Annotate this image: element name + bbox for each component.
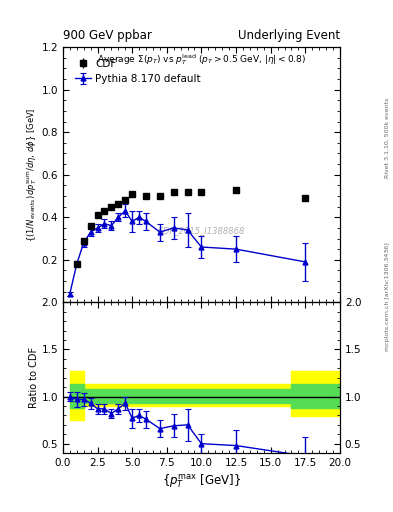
Text: Rivet 3.1.10, 500k events: Rivet 3.1.10, 500k events	[385, 98, 390, 178]
Y-axis label: Ratio to CDF: Ratio to CDF	[29, 347, 39, 408]
Text: 900 GeV ppbar: 900 GeV ppbar	[63, 29, 152, 42]
Text: Underlying Event: Underlying Event	[238, 29, 340, 42]
Y-axis label: $\{(1/N_\mathrm{events})\,dp_T^\mathrm{sum}/d\eta,\,d\phi\}$ [GeV]: $\{(1/N_\mathrm{events})\,dp_T^\mathrm{s…	[25, 108, 39, 242]
X-axis label: $\{p_T^\mathrm{max}\ [\mathrm{GeV}]\}$: $\{p_T^\mathrm{max}\ [\mathrm{GeV}]\}$	[162, 472, 241, 489]
Text: CDF_2015_I1388868: CDF_2015_I1388868	[158, 226, 245, 236]
Text: Average $\Sigma(p_T)$ vs $p_T^\mathrm{lead}$ ($p_T > 0.5$ GeV, $|\eta| < 0.8$): Average $\Sigma(p_T)$ vs $p_T^\mathrm{le…	[97, 52, 306, 67]
Text: mcplots.cern.ch [arXiv:1306.3436]: mcplots.cern.ch [arXiv:1306.3436]	[385, 243, 390, 351]
Legend: CDF, Pythia 8.170 default: CDF, Pythia 8.170 default	[71, 55, 205, 88]
